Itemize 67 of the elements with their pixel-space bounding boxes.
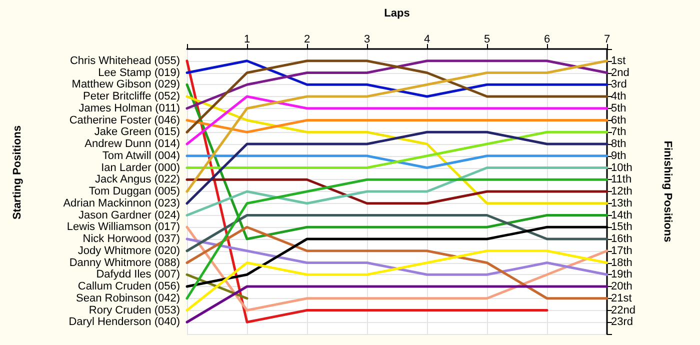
series-label: Jody Whitmore (020) xyxy=(78,244,180,257)
y-tick-label: 20th xyxy=(611,280,632,292)
series-label: Tom Atwill (004) xyxy=(102,150,180,162)
y-tick-label: 4th xyxy=(611,90,626,102)
line-series xyxy=(186,60,608,98)
y-tick-label: 17th xyxy=(611,244,632,257)
series-label: Chris Whitehead (055) xyxy=(70,54,180,67)
x-axis-title: Laps xyxy=(384,8,410,20)
y-tick-label: 7th xyxy=(611,126,626,138)
series-label: Dafydd Iles (007) xyxy=(96,268,180,281)
series-label: Andrew Dunn (014) xyxy=(84,138,180,150)
x-tick-label: 6 xyxy=(544,34,550,46)
line-series xyxy=(186,166,608,216)
y-axis-title: Finishing Positions xyxy=(662,140,674,242)
y-tick-label: 12th xyxy=(611,186,632,198)
series-label: Catherine Foster (046) xyxy=(69,114,180,126)
y-tick-label: 2nd xyxy=(611,66,630,79)
series-label: Lee Stamp (019) xyxy=(98,66,180,79)
line-series xyxy=(186,130,608,169)
series-label: Danny Whitmore (088) xyxy=(69,256,180,269)
series-label: Jake Green (015) xyxy=(94,126,180,138)
y-tick-label: 15th xyxy=(611,221,632,234)
y-tick-label: 16th xyxy=(611,233,632,245)
x-tick-label: 1 xyxy=(244,34,250,46)
x-tick-label: 5 xyxy=(484,34,490,46)
series-label: James Holman (011) xyxy=(78,102,180,114)
y-tick-label: 18th xyxy=(611,256,632,269)
x-tick-label: 7 xyxy=(604,34,610,46)
series-label: Tom Duggan (005) xyxy=(88,186,180,198)
line-series xyxy=(186,238,608,276)
series-label: Sean Robinson (042) xyxy=(76,292,180,304)
y-tick-label: 14th xyxy=(611,209,632,222)
y-tick-label: 6th xyxy=(611,114,626,126)
series-label: Callum Cruden (056) xyxy=(78,280,180,292)
series-label: Ian Larder (000) xyxy=(101,162,180,174)
line-series xyxy=(186,95,608,205)
y-tick-label: 9th xyxy=(611,150,626,162)
text: Starting Positions xyxy=(12,125,24,220)
y-tick-label: 11th xyxy=(611,174,632,186)
x-tick-label: 3 xyxy=(364,34,370,46)
y-tick-label: 19th xyxy=(611,268,632,281)
line-series xyxy=(186,60,608,134)
series-label: Adrian Mackinnon (023) xyxy=(63,197,180,210)
series-label: Rory Cruden (053) xyxy=(88,304,180,316)
series-label: Matthew Gibson (029) xyxy=(72,78,180,91)
line-series xyxy=(186,83,608,240)
x-tick-label: 4 xyxy=(424,34,430,46)
y-tick-label: 3rd xyxy=(611,78,627,91)
x-tick-label: 2 xyxy=(304,34,310,46)
y-tick-label: 23rd xyxy=(611,316,634,328)
series-label: Jason Gardner (024) xyxy=(78,209,180,222)
y-tick-label: 22nd xyxy=(611,304,636,316)
y-tick-label: 8th xyxy=(611,138,626,150)
series-label: Jack Angus (022) xyxy=(95,174,180,186)
line-series xyxy=(186,178,608,300)
series-label: Lewis Williamson (017) xyxy=(66,221,180,234)
y-tick-label: 13th xyxy=(611,197,632,210)
y-tick-label: 10th xyxy=(611,162,632,174)
line-series xyxy=(186,250,608,312)
series-label: Daryl Henderson (040) xyxy=(68,316,180,328)
series-label: Peter Britcliffe (052) xyxy=(82,90,180,102)
y-tick-label: 21st xyxy=(611,292,632,304)
line-series xyxy=(186,60,608,110)
series-label: Nick Horwood (037) xyxy=(82,233,180,245)
line-series xyxy=(186,60,608,193)
y-tick-label: 1st xyxy=(611,54,626,67)
y-tick-label: 5th xyxy=(611,102,626,114)
